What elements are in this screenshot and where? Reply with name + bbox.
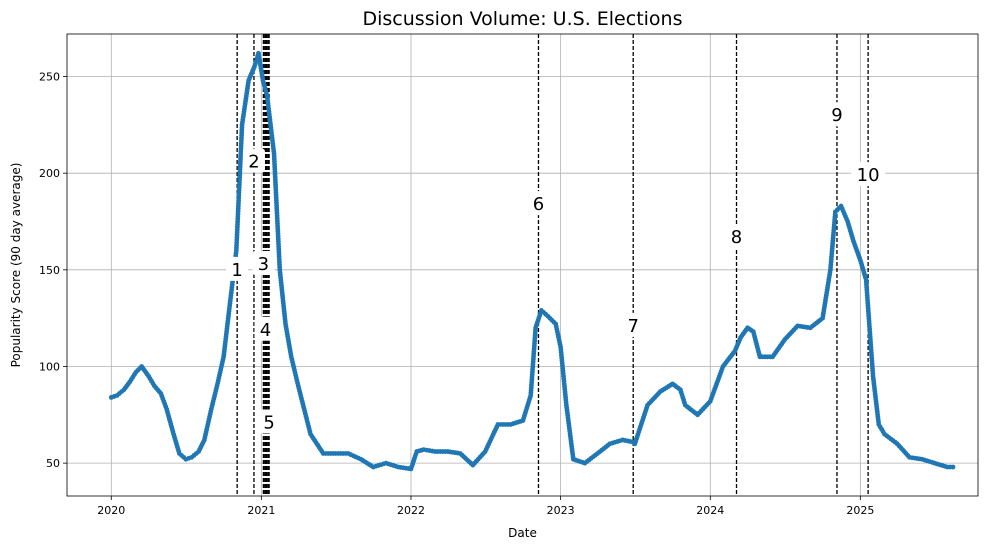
event-label: 9: [831, 105, 842, 126]
event-label-box: [725, 223, 748, 248]
x-tick-label: 2020: [97, 504, 125, 517]
event-label-box: [258, 409, 281, 434]
event-lines: [236, 34, 869, 496]
y-axis-label: Popularity Score (90 day average): [9, 163, 23, 368]
event-label: 5: [263, 413, 274, 434]
event-label-box: [622, 312, 645, 337]
x-tick-label: 2025: [846, 504, 874, 517]
event-label: 4: [260, 320, 271, 341]
event-label-box: [527, 191, 550, 216]
y-tick-label: 150: [39, 264, 60, 277]
event-label: 2: [248, 152, 259, 173]
event-label-box: [242, 148, 265, 173]
y-ticks: 50 100 150 200 250: [39, 71, 67, 470]
y-tick-label: 250: [39, 71, 60, 84]
event-label: 8: [731, 227, 742, 248]
series-marker: [950, 464, 956, 470]
event-label-box: [252, 251, 275, 276]
event-label: 1: [231, 260, 242, 281]
x-axis-label: Date: [508, 526, 537, 540]
x-tick-label: 2021: [247, 504, 275, 517]
series-line: [108, 50, 956, 472]
y-tick-label: 100: [39, 360, 60, 373]
event-label-box: [825, 102, 848, 127]
y-tick-label: 200: [39, 167, 60, 180]
x-tick-label: 2023: [547, 504, 575, 517]
x-ticks: 2020 2021 2022 2023 2024 2025: [97, 496, 874, 517]
plot-frame: [66, 33, 979, 497]
event-label-box: [254, 316, 277, 341]
event-label: 10: [857, 165, 880, 186]
event-label-box: [226, 256, 249, 281]
x-tick-label: 2022: [397, 504, 425, 517]
event-label: 7: [627, 316, 638, 337]
event-label-box: [851, 162, 886, 187]
chart-title: Discussion Volume: U.S. Elections: [363, 8, 683, 30]
y-tick-label: 50: [46, 457, 60, 470]
event-label: 6: [533, 194, 544, 215]
event-label: 3: [258, 254, 269, 275]
event-labels: 1 2 3 4 5 6 7 8 9 10: [226, 102, 886, 434]
x-tick-label: 2024: [696, 504, 724, 517]
